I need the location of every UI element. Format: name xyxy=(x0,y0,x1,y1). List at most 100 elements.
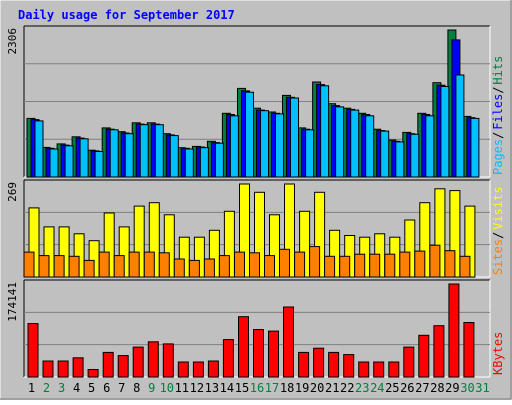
chart-title: Daily usage for September 2017 xyxy=(18,8,235,22)
visits-bar-sites-day-5 xyxy=(83,259,95,278)
day-label-8: 8 xyxy=(133,381,140,395)
kbytes-bar-kbytes-day-23 xyxy=(358,361,370,378)
day-label-11: 11 xyxy=(175,381,189,395)
hits-bar-pages-day-21 xyxy=(335,106,345,178)
visits-bar-sites-day-21 xyxy=(324,255,336,278)
hits-bar-pages-day-3 xyxy=(64,145,74,178)
day-label-13: 13 xyxy=(205,381,219,395)
hits-bar-pages-day-8 xyxy=(139,124,149,178)
day-label-22: 22 xyxy=(340,381,354,395)
visits-bar-sites-day-3 xyxy=(53,255,65,278)
day-label-17: 17 xyxy=(265,381,279,395)
visits-bar-sites-day-25 xyxy=(384,253,396,278)
hits-legend: Pages/Files/Hits xyxy=(491,56,505,175)
day-label-15: 15 xyxy=(235,381,249,395)
day-label-12: 12 xyxy=(190,381,204,395)
visits-bar-sites-day-15 xyxy=(234,251,245,278)
visits-bar-sites-day-19 xyxy=(294,251,306,278)
hits-legend-separator: / xyxy=(491,87,505,94)
day-label-16: 16 xyxy=(250,381,264,395)
visits-bar-sites-day-8 xyxy=(128,251,140,278)
day-label-10: 10 xyxy=(160,381,174,395)
kbytes-bar-kbytes-day-21 xyxy=(328,351,340,378)
hits-bar-pages-day-18 xyxy=(290,97,299,178)
hits-legend-separator: / xyxy=(491,132,505,139)
kbytes-bar-kbytes-day-6 xyxy=(102,351,114,378)
kbytes-bar-kbytes-day-9 xyxy=(147,341,159,378)
visits-bar-sites-day-7 xyxy=(113,255,125,278)
kbytes-bar-kbytes-day-24 xyxy=(373,361,385,378)
visits-bar-sites-day-9 xyxy=(143,251,155,278)
visits-bar-sites-day-24 xyxy=(369,253,381,278)
hits-bar-pages-day-6 xyxy=(109,129,119,178)
hits-bar-pages-day-14 xyxy=(229,115,239,178)
day-label-2: 2 xyxy=(43,381,50,395)
day-label-14: 14 xyxy=(220,381,234,395)
kbytes-bar-kbytes-day-7 xyxy=(117,355,129,378)
day-label-20: 20 xyxy=(310,381,324,395)
day-label-26: 26 xyxy=(400,381,414,395)
kbytes-bar-kbytes-day-30 xyxy=(463,322,475,378)
hits-max-label: 2306 xyxy=(6,28,19,55)
hits-bar-pages-day-2 xyxy=(49,148,59,178)
day-label-28: 28 xyxy=(430,381,444,395)
visits-bar-sites-day-13 xyxy=(203,258,215,278)
visits-max-label: 269 xyxy=(6,182,19,202)
kbytes-bar-kbytes-day-3 xyxy=(57,360,69,378)
visits-bar-sites-day-10 xyxy=(158,252,170,278)
kbytes-bar-kbytes-day-4 xyxy=(72,357,84,378)
panel-visits: 269 Sites/ Visits xyxy=(6,179,505,278)
hits-bar-pages-day-22 xyxy=(350,109,360,178)
visits-bar-sites-day-27 xyxy=(414,250,426,278)
visits-legend-visits: Visits xyxy=(491,186,505,229)
kbytes-bar-kbytes-day-25 xyxy=(388,361,400,378)
day-label-3: 3 xyxy=(58,381,65,395)
day-label-5: 5 xyxy=(88,381,95,395)
hits-bar-pages-day-13 xyxy=(214,142,224,178)
hits-bar-pages-day-29 xyxy=(455,74,465,178)
visits-bar-sites-day-20 xyxy=(309,246,321,278)
hits-bar-pages-day-24 xyxy=(380,130,390,178)
hits-bar-pages-day-11 xyxy=(184,148,194,178)
kbytes-legend: KBytes xyxy=(491,332,505,375)
visits-bar-sites-day-2 xyxy=(38,255,50,278)
day-label-31: 31 xyxy=(475,381,489,395)
kbytes-bar-kbytes-day-27 xyxy=(418,334,430,378)
day-label-7: 7 xyxy=(118,381,125,395)
visits-bar-sites-day-4 xyxy=(68,255,80,278)
day-label-24: 24 xyxy=(370,381,384,395)
hits-bar-pages-day-4 xyxy=(79,138,89,178)
day-label-29: 29 xyxy=(445,381,459,395)
kbytes-bar-kbytes-day-26 xyxy=(403,346,415,378)
kbytes-bar-kbytes-day-19 xyxy=(298,351,310,378)
day-label-19: 19 xyxy=(295,381,309,395)
day-label-27: 27 xyxy=(415,381,429,395)
day-label-1: 1 xyxy=(28,381,35,395)
visits-bar-sites-day-16 xyxy=(249,252,260,278)
kbytes-max-label: 174141 xyxy=(6,282,19,322)
visits-bar-sites-day-11 xyxy=(173,258,185,278)
visits-bar-sites-day-6 xyxy=(98,251,110,278)
hits-legend-pages: Pages xyxy=(491,139,505,175)
hits-bar-pages-day-10 xyxy=(169,135,179,178)
hits-bar-pages-day-9 xyxy=(154,124,164,178)
hits-bar-pages-day-25 xyxy=(395,141,405,178)
day-label-18: 18 xyxy=(280,381,294,395)
visits-bar-sites-day-26 xyxy=(399,251,411,278)
kbytes-bar-kbytes-day-29 xyxy=(448,283,460,378)
day-label-9: 9 xyxy=(148,381,155,395)
kbytes-bar-kbytes-day-13 xyxy=(207,360,219,378)
hits-bar-pages-day-23 xyxy=(365,115,375,178)
hits-bar-pages-day-30 xyxy=(470,117,480,178)
hits-legend-files: Files xyxy=(491,94,505,130)
kbytes-bar-kbytes-day-10 xyxy=(162,343,174,378)
visits-bar-sites-day-28 xyxy=(429,244,441,278)
kbytes-legend-kbytes: KBytes xyxy=(491,332,505,375)
kbytes-bar-kbytes-day-11 xyxy=(177,361,189,378)
visits-bar-sites-day-17 xyxy=(264,255,275,278)
hits-bar-pages-day-5 xyxy=(94,151,104,178)
kbytes-bar-kbytes-day-18 xyxy=(283,306,294,378)
day-labels: 1 2 3 4 5 6 7 8 9 10 11 12 13 14 15 16 17 18 19 20 21 22 23 24 2… xyxy=(28,381,490,395)
